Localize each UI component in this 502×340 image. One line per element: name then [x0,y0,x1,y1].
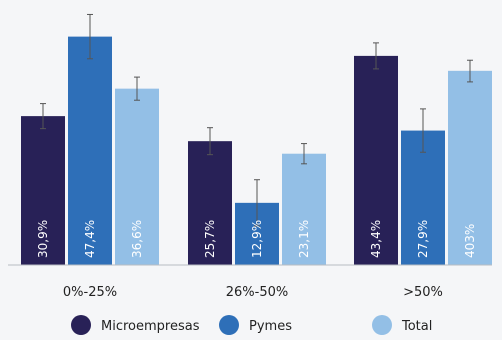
legend-item-total: Total [372,315,432,335]
error-bar [301,143,307,165]
legend-swatch [219,315,239,335]
bars-layer [21,36,492,266]
error-bar [207,127,213,156]
legend-item-microempresas: Microempresas [71,315,200,335]
bar-labels-layer: 30,9% 47,4% 36,6% 25,7% 12,9% 23,1% 43,4% 27,9%… [36,220,477,258]
error-bar [420,108,426,153]
legend-label: Pymes [249,319,292,334]
error-bar [87,13,93,60]
data-label: 27,9% [416,220,430,258]
bar-pymes-2 [401,130,445,265]
legend-label: Microempresas [101,319,200,334]
bar-pymes-0 [68,36,112,266]
bar-total-2 [448,70,492,265]
error-bar [40,103,46,130]
category-labels-layer: 0%-25% 26%-50% >50% [63,285,443,300]
bar-total-1 [282,153,326,265]
data-label: 23,1% [297,220,311,258]
error-bar [373,42,379,70]
error-bar [134,76,140,101]
data-label: 12,9% [250,220,264,258]
data-label: 47,4% [83,220,97,258]
data-label: 25,7% [203,220,217,258]
bar-microempresas-1 [188,141,232,265]
error-bar [467,59,473,83]
legend: Microempresas Pymes Total [71,315,432,335]
category-label: >50% [403,285,443,300]
legend-item-pymes: Pymes [219,315,292,335]
bar-total-0 [115,88,159,266]
data-label: 43,4% [369,220,383,258]
legend-swatch [372,315,392,335]
category-label: 26%-50% [226,285,288,300]
category-label: 0%-25% [63,285,117,300]
bar-microempresas-0 [21,116,65,265]
error-bars-layer [40,13,473,227]
legend-swatch [71,315,91,335]
data-label: 30,9% [36,220,50,258]
error-bar [254,179,260,227]
data-label: 403% [463,224,477,258]
legend-label: Total [401,319,432,334]
bar-microempresas-2 [354,55,398,266]
data-label: 36,6% [130,220,144,258]
